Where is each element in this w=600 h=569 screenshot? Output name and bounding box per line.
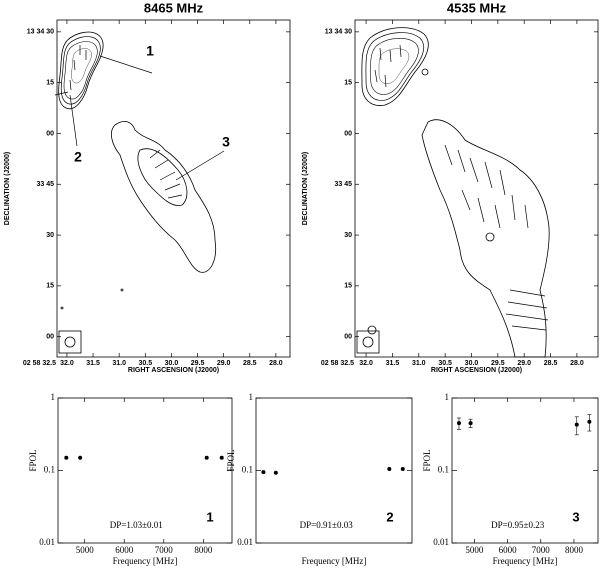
frame xyxy=(354,19,599,358)
point xyxy=(78,455,83,460)
y-axis-label: FPOL xyxy=(422,449,432,471)
point xyxy=(456,421,461,426)
dp-annotation: DP=0.91±0.03 xyxy=(300,520,354,530)
x-tick-label: 29.0 xyxy=(217,360,231,367)
x-axis-label: Frequency [MHz] xyxy=(493,556,558,566)
y-tick-label: 15 xyxy=(344,283,352,290)
y-tick-label: 0.1 xyxy=(438,465,449,475)
x-axis-label: Frequency [MHz] xyxy=(302,556,367,566)
x-tick-label: 8000 xyxy=(194,545,213,555)
x-corner-label: 02 58 32.5 xyxy=(321,360,354,367)
point xyxy=(261,470,266,475)
annotation: 3 xyxy=(222,134,230,150)
x-axis-label: RIGHT ASCENSION (J2000) xyxy=(431,367,522,374)
y-tick-label: 33 45 xyxy=(334,181,352,188)
x-tick-label: 31.0 xyxy=(112,360,126,367)
x-tick-label: 30.5 xyxy=(438,360,452,367)
point xyxy=(587,419,592,424)
x-tick-label: 7000 xyxy=(155,545,174,555)
x-tick-label: 28.5 xyxy=(243,360,257,367)
point xyxy=(574,422,579,427)
x-tick-label: 29.5 xyxy=(191,360,205,367)
y-tick-label: 15 xyxy=(46,283,54,290)
dp-annotation: DP=0.95±0.23 xyxy=(491,520,545,530)
panel-number: 1 xyxy=(206,509,213,524)
y-tick-label: 0.01 xyxy=(39,537,55,547)
x-tick-label: 6000 xyxy=(115,545,134,555)
x-tick-label: 31.0 xyxy=(412,360,426,367)
y-tick-label: 30 xyxy=(344,232,352,239)
annotation: 1 xyxy=(146,43,154,59)
y-axis-label: DECLINATION (J2000) xyxy=(4,152,11,225)
map-title: 4535 MHz xyxy=(447,0,507,15)
x-tick-label: 7000 xyxy=(532,545,551,555)
x-tick-label: 32.0 xyxy=(60,360,74,367)
x-tick-label: 8000 xyxy=(565,545,584,555)
y-tick-label: 0.1 xyxy=(44,465,55,475)
x-tick-label: 6000 xyxy=(499,545,518,555)
annotation: 2 xyxy=(74,149,82,165)
x-tick-label: 32.0 xyxy=(359,360,373,367)
x-tick-label: 31.5 xyxy=(386,360,400,367)
x-corner-label: 02 58 32.5 xyxy=(23,360,56,367)
panel-number: 2 xyxy=(386,509,393,524)
y-tick-label: 0.01 xyxy=(433,537,449,547)
x-tick-label: 30.5 xyxy=(138,360,152,367)
x-axis-label: Frequency [MHz] xyxy=(113,556,178,566)
point xyxy=(64,455,69,460)
y-tick-label: 13 34 30 xyxy=(27,29,54,36)
frame xyxy=(56,19,291,358)
point xyxy=(204,455,209,460)
y-axis-label: FPOL xyxy=(28,449,38,471)
x-tick-label: 29.0 xyxy=(517,360,531,367)
y-tick-label: 15 xyxy=(46,80,54,87)
contours-8465 xyxy=(54,31,225,354)
y-tick-label: 00 xyxy=(46,334,54,341)
y-tick-label: 1 xyxy=(249,392,254,402)
x-axis-label: RIGHT ASCENSION (J2000) xyxy=(128,367,219,374)
x-tick-label: 28.0 xyxy=(269,360,283,367)
point xyxy=(387,466,392,471)
y-axis-label: FPOL xyxy=(226,449,236,471)
point xyxy=(273,470,278,475)
y-tick-label: 1 xyxy=(51,392,56,402)
x-tick-label: 28.5 xyxy=(544,360,558,367)
panel-number: 3 xyxy=(572,509,579,524)
contours-4535 xyxy=(356,27,550,358)
y-tick-label: 00 xyxy=(344,130,352,137)
x-tick-label: 5000 xyxy=(465,545,484,555)
x-tick-label: 29.5 xyxy=(491,360,505,367)
y-axis-label: DECLINATION (J2000) xyxy=(302,152,309,225)
x-tick-label: 30.0 xyxy=(465,360,479,367)
y-tick-label: 1 xyxy=(445,392,450,402)
y-tick-label: 00 xyxy=(46,130,54,137)
point xyxy=(219,455,224,460)
y-tick-label: 30 xyxy=(46,232,54,239)
x-tick-label: 5000 xyxy=(76,545,95,555)
dp-annotation: DP=1.03±0.01 xyxy=(110,520,163,530)
point xyxy=(468,421,473,426)
y-tick-label: 00 xyxy=(344,334,352,341)
y-tick-label: 33 45 xyxy=(36,181,54,188)
y-tick-label: 13 34 30 xyxy=(325,29,352,36)
y-tick-label: 15 xyxy=(344,80,352,87)
point xyxy=(400,466,405,471)
y-tick-label: 0.1 xyxy=(242,465,253,475)
x-tick-label: 31.5 xyxy=(86,360,100,367)
x-tick-label: 28.0 xyxy=(570,360,584,367)
y-tick-label: 0.01 xyxy=(237,537,253,547)
map-title: 8465 MHz xyxy=(144,0,204,15)
x-tick-label: 30.0 xyxy=(165,360,179,367)
